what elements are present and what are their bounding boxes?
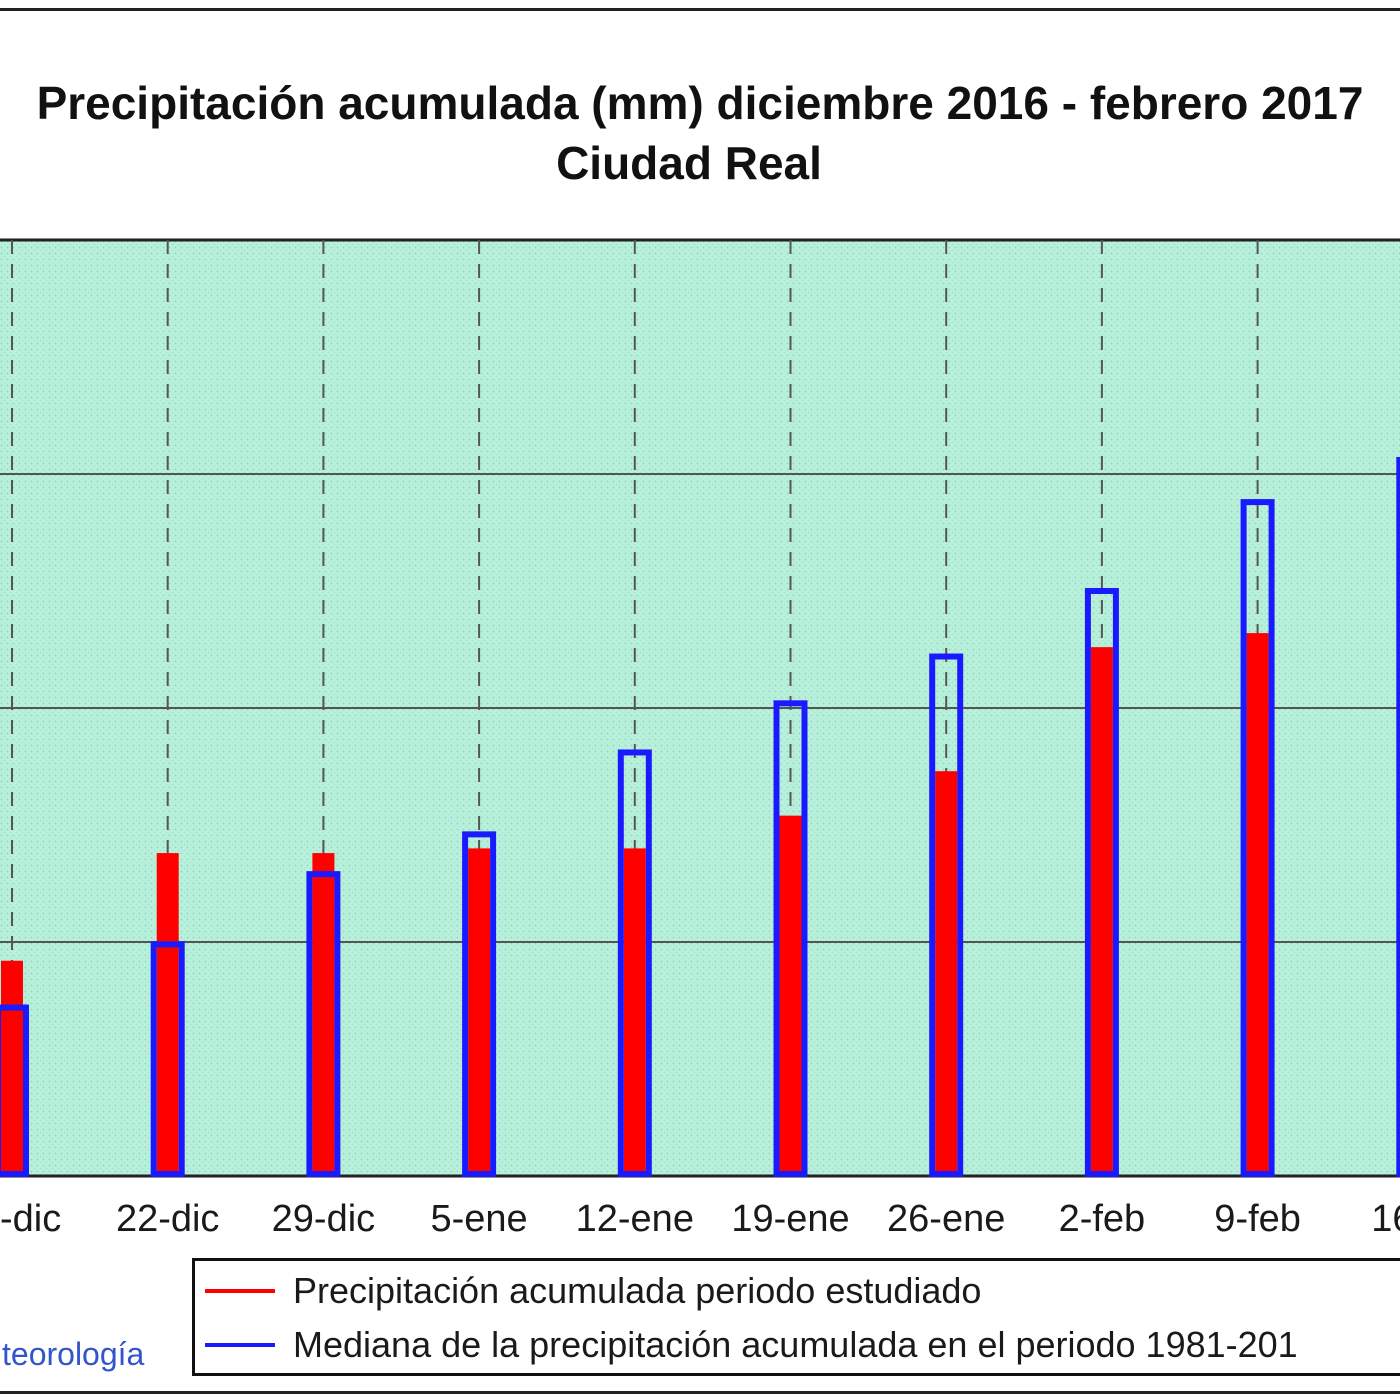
x-tick-label: 12-ene bbox=[575, 1198, 694, 1240]
legend-item-median: Mediana de la precipitación acumulada en… bbox=[205, 1324, 1298, 1365]
bar-observed-26-ene bbox=[935, 771, 958, 1176]
source-credit: teorología bbox=[2, 1336, 145, 1372]
chart-subtitle: Ciudad Real bbox=[556, 137, 822, 189]
legend-item-observed: Precipitación acumulada periodo estudiad… bbox=[205, 1270, 982, 1311]
bar-median-12-ene bbox=[617, 749, 652, 1178]
x-tick-label: 16 bbox=[1371, 1198, 1400, 1240]
x-tick-label: 9-feb bbox=[1214, 1198, 1301, 1240]
bar-observed-9-feb bbox=[1246, 633, 1269, 1176]
bar-median-19-ene bbox=[773, 700, 808, 1177]
bar-observed-12-ene bbox=[623, 848, 646, 1176]
bar-median-2-feb bbox=[1084, 588, 1119, 1177]
chart-frame bbox=[0, 8, 1400, 1394]
bar-median-15-dic bbox=[0, 1004, 29, 1178]
x-tick-label: 19-ene bbox=[731, 1198, 850, 1240]
bar-observed-22-dic bbox=[156, 853, 179, 1176]
bar-observed-15-dic bbox=[1, 960, 23, 1176]
bar-observed-19-ene bbox=[779, 815, 802, 1176]
x-tick-label: 22-dic bbox=[115, 1198, 220, 1240]
bar-observed-29-dic bbox=[312, 853, 335, 1176]
bar-median-22-dic bbox=[150, 941, 185, 1178]
legend-swatch-median bbox=[205, 1343, 275, 1347]
bar-median-16-feb bbox=[1396, 456, 1400, 1177]
legend-swatch-observed bbox=[205, 1289, 275, 1293]
legend-label-observed: Precipitación acumulada periodo estudiad… bbox=[293, 1270, 982, 1311]
bar-observed-5-ene bbox=[468, 848, 491, 1176]
bar-median-26-ene bbox=[929, 653, 964, 1177]
x-tick-label: 5-ene bbox=[430, 1198, 528, 1240]
x-tick-label: -dic bbox=[0, 1198, 62, 1240]
bar-median-29-dic bbox=[306, 871, 341, 1177]
legend-label-median: Mediana de la precipitación acumulada en… bbox=[293, 1324, 1298, 1365]
bar-median-5-ene bbox=[462, 831, 497, 1177]
x-tick-label: 2-feb bbox=[1058, 1198, 1146, 1240]
bars bbox=[0, 456, 1400, 1178]
bar-median-9-feb bbox=[1240, 499, 1275, 1177]
x-tick-label: 29-dic bbox=[271, 1198, 376, 1240]
chart-title: Precipitación acumulada (mm) diciembre 2… bbox=[36, 77, 1364, 129]
bar-observed-2-feb bbox=[1090, 647, 1113, 1176]
x-tick-label: 26-ene bbox=[887, 1198, 1006, 1240]
legend: Precipitación acumulada periodo estudiad… bbox=[192, 1258, 1400, 1376]
